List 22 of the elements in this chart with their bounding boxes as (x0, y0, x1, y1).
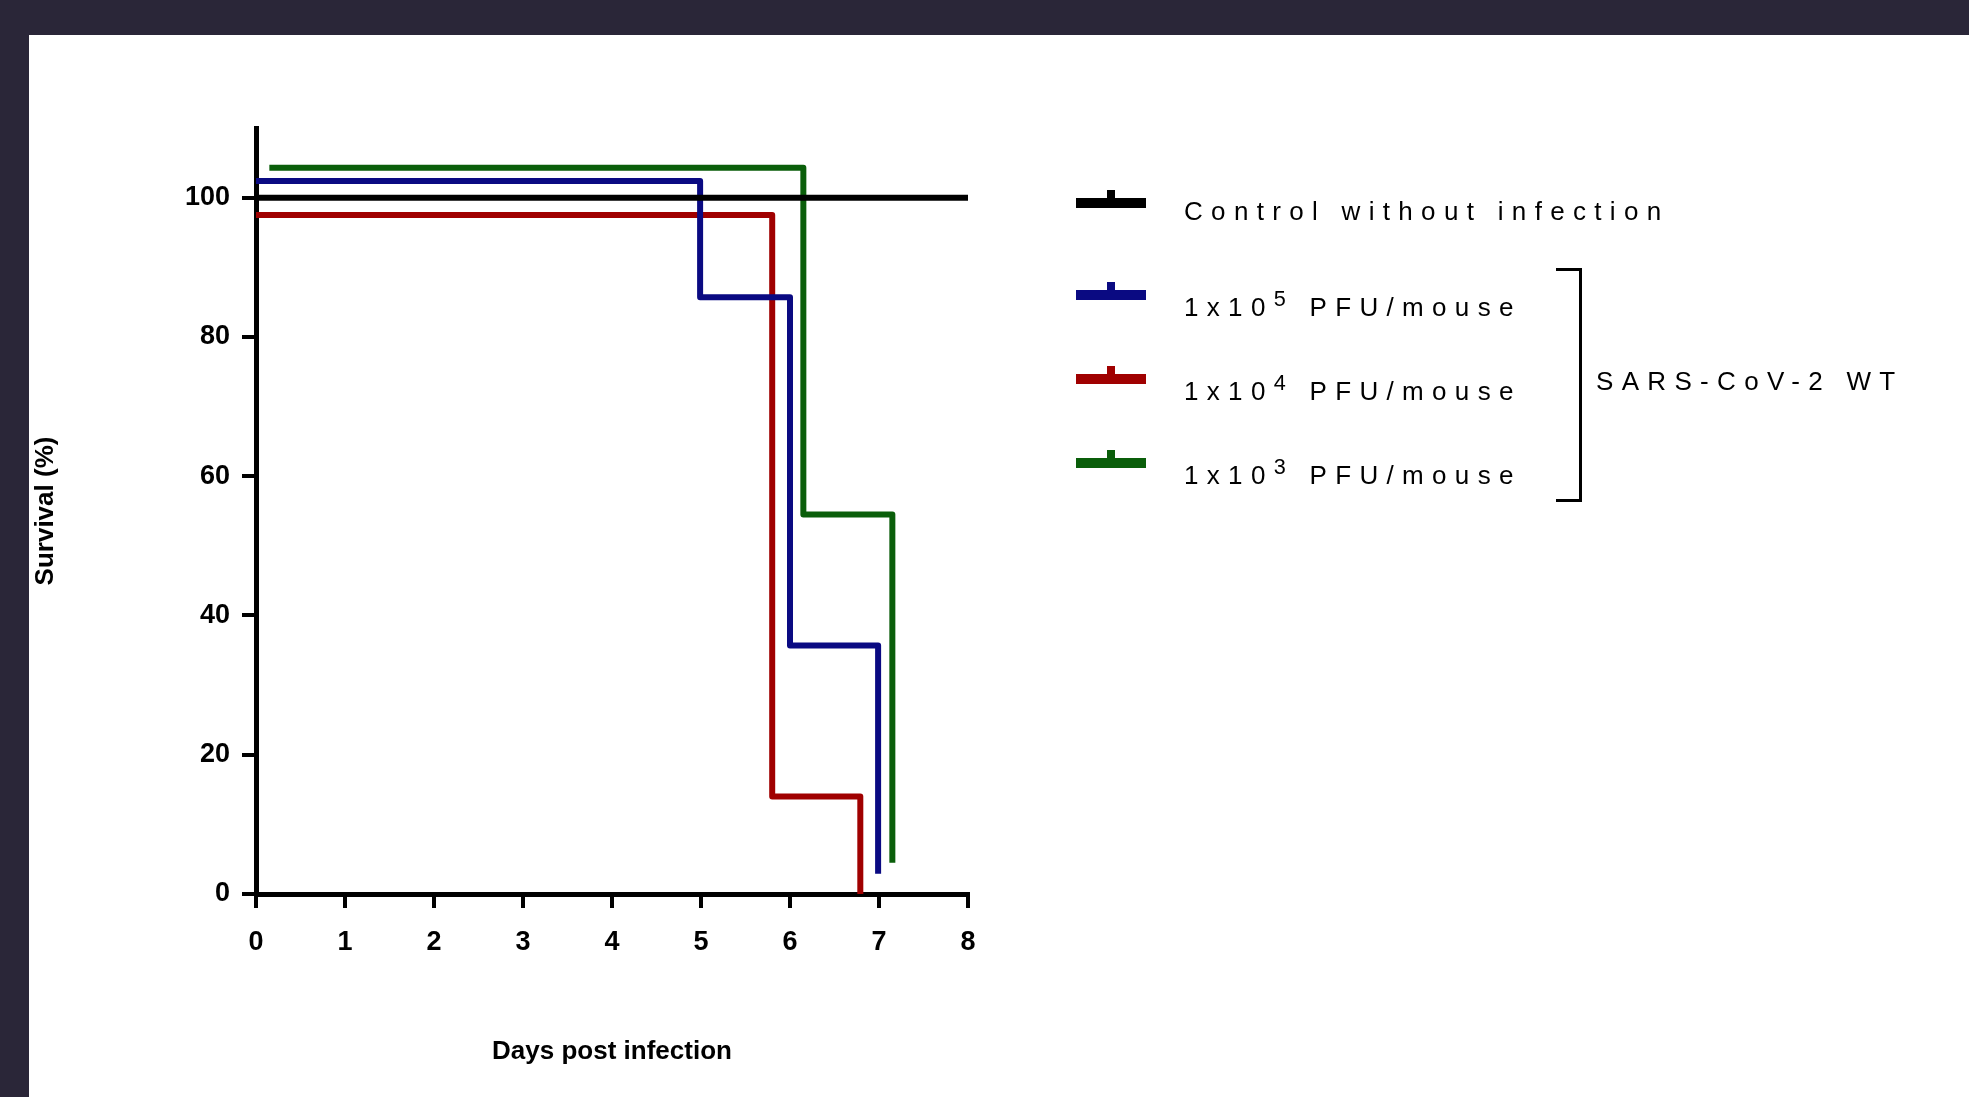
x-tick-label: 2 (426, 925, 442, 956)
legend-label: 1x10$^{4}$ PFU/mouse (1184, 370, 1522, 407)
x-tick-label: 1 (337, 925, 353, 956)
x-tick-label: 4 (604, 925, 620, 956)
x-tick-label: 0 (248, 925, 264, 956)
y-tick-label: 0 (214, 877, 230, 908)
legend-label: 1x10$^{5}$ PFU/mouse (1184, 286, 1522, 323)
x-tick-label: 5 (693, 925, 709, 956)
y-tick-label: 60 (199, 459, 230, 490)
y-tick-label: 100 (184, 181, 230, 212)
text: SARS-CoV-2 WT (1596, 366, 1904, 397)
x-tick-label: 6 (782, 925, 798, 956)
legend-label: Control without infection (1184, 196, 1670, 227)
y-tick-label: 80 (199, 320, 230, 351)
x-tick-label: 8 (960, 925, 976, 956)
x-axis-title: Days post infection (492, 1034, 732, 1065)
x-tick-label: 7 (871, 925, 887, 956)
y-tick-label: 40 (199, 598, 230, 629)
legend-label: 1x10$^{3}$ PFU/mouse (1184, 454, 1522, 491)
y-tick-label: 20 (199, 738, 230, 769)
x-tick-label: 3 (515, 925, 531, 956)
y-axis-title: Survival (%) (28, 436, 59, 586)
